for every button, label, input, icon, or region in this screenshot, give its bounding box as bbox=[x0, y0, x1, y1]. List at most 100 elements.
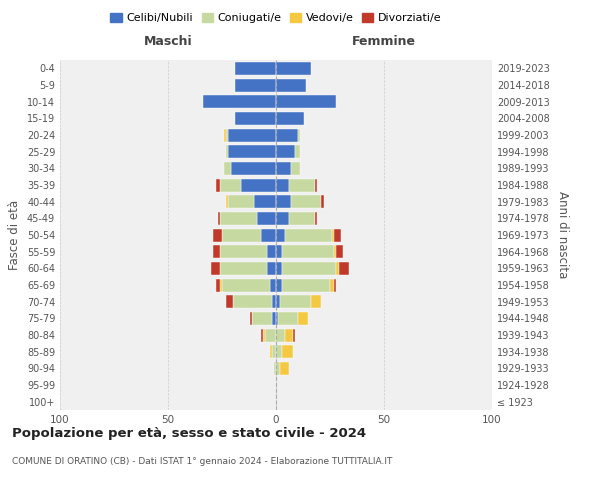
Bar bbox=[229, 195, 254, 208]
Bar bbox=[284, 228, 332, 241]
Bar bbox=[230, 162, 276, 175]
Bar bbox=[278, 312, 298, 325]
Text: Popolazione per età, sesso e stato civile - 2024: Popolazione per età, sesso e stato civil… bbox=[12, 428, 366, 440]
Bar bbox=[226, 295, 233, 308]
Bar bbox=[276, 178, 289, 192]
Bar bbox=[289, 178, 315, 192]
Bar bbox=[276, 328, 284, 342]
Bar bbox=[276, 295, 280, 308]
Bar bbox=[220, 178, 241, 192]
Bar bbox=[330, 278, 334, 291]
Bar bbox=[250, 312, 252, 325]
Bar bbox=[268, 245, 276, 258]
Bar bbox=[226, 195, 229, 208]
Y-axis label: Fasce di età: Fasce di età bbox=[8, 200, 21, 270]
Bar bbox=[332, 228, 334, 241]
Bar bbox=[334, 245, 337, 258]
Bar bbox=[276, 95, 337, 108]
Bar bbox=[276, 228, 284, 241]
Bar bbox=[276, 78, 306, 92]
Bar bbox=[241, 178, 276, 192]
Bar bbox=[252, 312, 272, 325]
Bar bbox=[268, 262, 276, 275]
Bar bbox=[214, 228, 222, 241]
Bar bbox=[293, 328, 295, 342]
Bar bbox=[284, 328, 293, 342]
Bar bbox=[233, 295, 272, 308]
Bar bbox=[220, 262, 268, 275]
Bar bbox=[276, 62, 311, 75]
Bar bbox=[334, 228, 341, 241]
Bar bbox=[291, 195, 322, 208]
Bar bbox=[269, 345, 272, 358]
Bar bbox=[211, 262, 220, 275]
Bar bbox=[276, 278, 283, 291]
Bar bbox=[280, 362, 289, 375]
Bar bbox=[274, 362, 276, 375]
Bar bbox=[289, 212, 315, 225]
Bar bbox=[298, 312, 308, 325]
Bar bbox=[226, 128, 229, 141]
Bar bbox=[263, 328, 265, 342]
Bar bbox=[337, 262, 338, 275]
Bar bbox=[276, 212, 289, 225]
Bar bbox=[315, 178, 317, 192]
Bar bbox=[220, 212, 257, 225]
Bar bbox=[283, 245, 334, 258]
Bar bbox=[280, 295, 311, 308]
Bar bbox=[276, 128, 298, 141]
Bar bbox=[276, 362, 280, 375]
Text: Femmine: Femmine bbox=[352, 34, 416, 48]
Bar bbox=[215, 278, 220, 291]
Bar bbox=[261, 228, 276, 241]
Bar bbox=[315, 212, 317, 225]
Bar bbox=[276, 145, 295, 158]
Bar bbox=[272, 312, 276, 325]
Bar bbox=[229, 128, 276, 141]
Bar bbox=[257, 212, 276, 225]
Bar bbox=[276, 245, 283, 258]
Bar bbox=[272, 295, 276, 308]
Bar bbox=[254, 195, 276, 208]
Bar bbox=[298, 128, 300, 141]
Bar bbox=[218, 212, 220, 225]
Bar bbox=[276, 112, 304, 125]
Text: Maschi: Maschi bbox=[143, 34, 193, 48]
Bar bbox=[229, 145, 276, 158]
Legend: Celibi/Nubili, Coniugati/e, Vedovi/e, Divorziati/e: Celibi/Nubili, Coniugati/e, Vedovi/e, Di… bbox=[106, 8, 446, 28]
Bar bbox=[276, 262, 283, 275]
Bar bbox=[276, 195, 291, 208]
Bar bbox=[276, 312, 278, 325]
Bar bbox=[322, 195, 323, 208]
Bar bbox=[269, 278, 276, 291]
Bar bbox=[220, 278, 222, 291]
Y-axis label: Anni di nascita: Anni di nascita bbox=[556, 192, 569, 278]
Bar bbox=[276, 345, 283, 358]
Bar bbox=[295, 145, 300, 158]
Bar bbox=[214, 245, 220, 258]
Bar bbox=[265, 328, 276, 342]
Bar bbox=[272, 345, 276, 358]
Bar bbox=[283, 262, 337, 275]
Bar bbox=[235, 112, 276, 125]
Bar bbox=[291, 162, 300, 175]
Bar bbox=[338, 262, 349, 275]
Bar bbox=[220, 245, 268, 258]
Bar bbox=[283, 278, 330, 291]
Bar bbox=[215, 178, 220, 192]
Bar bbox=[337, 245, 343, 258]
Bar bbox=[334, 278, 337, 291]
Bar bbox=[283, 345, 293, 358]
Bar bbox=[235, 62, 276, 75]
Bar bbox=[222, 278, 269, 291]
Bar bbox=[224, 162, 230, 175]
Bar bbox=[235, 78, 276, 92]
Bar bbox=[311, 295, 322, 308]
Bar bbox=[226, 145, 229, 158]
Bar bbox=[276, 162, 291, 175]
Bar bbox=[203, 95, 276, 108]
Text: COMUNE DI ORATINO (CB) - Dati ISTAT 1° gennaio 2024 - Elaborazione TUTTITALIA.IT: COMUNE DI ORATINO (CB) - Dati ISTAT 1° g… bbox=[12, 458, 392, 466]
Bar bbox=[224, 128, 226, 141]
Bar bbox=[222, 228, 261, 241]
Bar bbox=[261, 328, 263, 342]
